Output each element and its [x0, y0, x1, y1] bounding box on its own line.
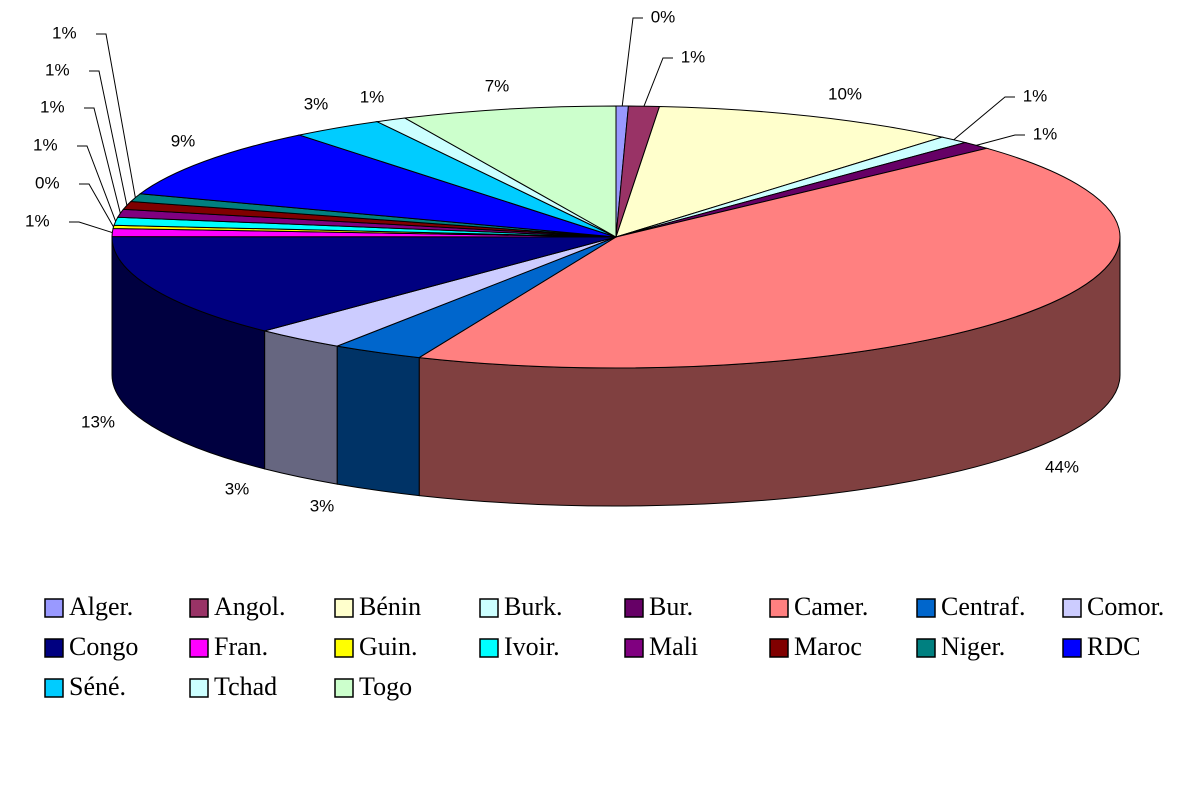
legend-label: Bur.	[649, 592, 693, 621]
legend-label: Mali	[649, 632, 698, 661]
legend-label: Tchad	[214, 672, 277, 701]
legend-label: Alger.	[69, 592, 133, 621]
legend-label: Niger.	[941, 632, 1005, 661]
legend-swatch	[189, 638, 209, 658]
pie-slice	[138, 134, 617, 238]
legend-swatch	[334, 678, 354, 698]
legend-label: Congo	[69, 632, 138, 661]
data-label: 44%	[1045, 457, 1079, 476]
data-label: 1%	[45, 60, 70, 79]
data-label: 3%	[310, 496, 335, 515]
legend-swatch	[769, 598, 789, 618]
legend-label: Guin.	[359, 632, 418, 661]
data-label: 1%	[40, 97, 65, 116]
legend-swatch	[189, 678, 209, 698]
leader-line	[953, 96, 1015, 141]
leader-line	[69, 221, 113, 234]
legend-label: Bénin	[359, 592, 421, 621]
data-label: 3%	[225, 479, 250, 498]
leader-line	[643, 57, 673, 107]
data-label: 1%	[1023, 86, 1048, 105]
legend-label: Angol.	[214, 592, 286, 621]
legend-swatch	[479, 598, 499, 618]
legend-label: Togo	[359, 672, 412, 701]
pie-slice	[111, 236, 617, 332]
leader-line	[96, 33, 136, 198]
legend-swatch	[769, 638, 789, 658]
leader-line	[84, 107, 121, 214]
data-label: 1%	[681, 47, 706, 66]
data-label: 1%	[1033, 124, 1058, 143]
legend-swatch	[189, 598, 209, 618]
legend-swatch	[624, 598, 644, 618]
legend-label: Comor.	[1087, 592, 1164, 621]
legend-label: Fran.	[214, 632, 268, 661]
legend-label: Maroc	[794, 632, 862, 661]
leader-line	[79, 183, 114, 228]
data-label: 1%	[25, 211, 50, 230]
pie-slice	[615, 105, 945, 238]
legend-label: Camer.	[794, 592, 868, 621]
legend-label: Séné.	[69, 672, 126, 701]
data-label: 7%	[485, 76, 510, 95]
legend-swatch	[1062, 638, 1082, 658]
legend-label: Ivoir.	[504, 632, 560, 661]
data-label: 1%	[360, 87, 385, 106]
data-label: 9%	[171, 131, 196, 150]
legend-swatch	[44, 678, 64, 698]
pie-slice	[417, 147, 1121, 369]
legend-swatch	[479, 638, 499, 658]
data-label: 1%	[52, 23, 77, 42]
leader-line	[621, 17, 643, 107]
legend-swatch	[44, 598, 64, 618]
leader-line	[77, 145, 117, 222]
leader-line	[89, 70, 128, 206]
legend-swatch	[916, 598, 936, 618]
pie-slice	[403, 105, 617, 238]
data-label: 10%	[828, 84, 862, 103]
data-label: 13%	[81, 412, 115, 431]
data-label: 1%	[33, 135, 58, 154]
data-label: 0%	[35, 173, 60, 192]
legend-label: Burk.	[504, 592, 563, 621]
legend-swatch	[334, 598, 354, 618]
legend-label: Centraf.	[941, 592, 1025, 621]
legend-swatch	[1062, 598, 1082, 618]
pie-side	[264, 330, 338, 485]
data-label: 3%	[304, 94, 329, 113]
legend-swatch	[624, 638, 644, 658]
legend-swatch	[334, 638, 354, 658]
leader-line	[976, 134, 1025, 146]
legend-label: RDC	[1087, 632, 1140, 661]
data-label: 0%	[651, 7, 676, 26]
legend-swatch	[916, 638, 936, 658]
pie-side	[336, 345, 420, 497]
legend-swatch	[44, 638, 64, 658]
